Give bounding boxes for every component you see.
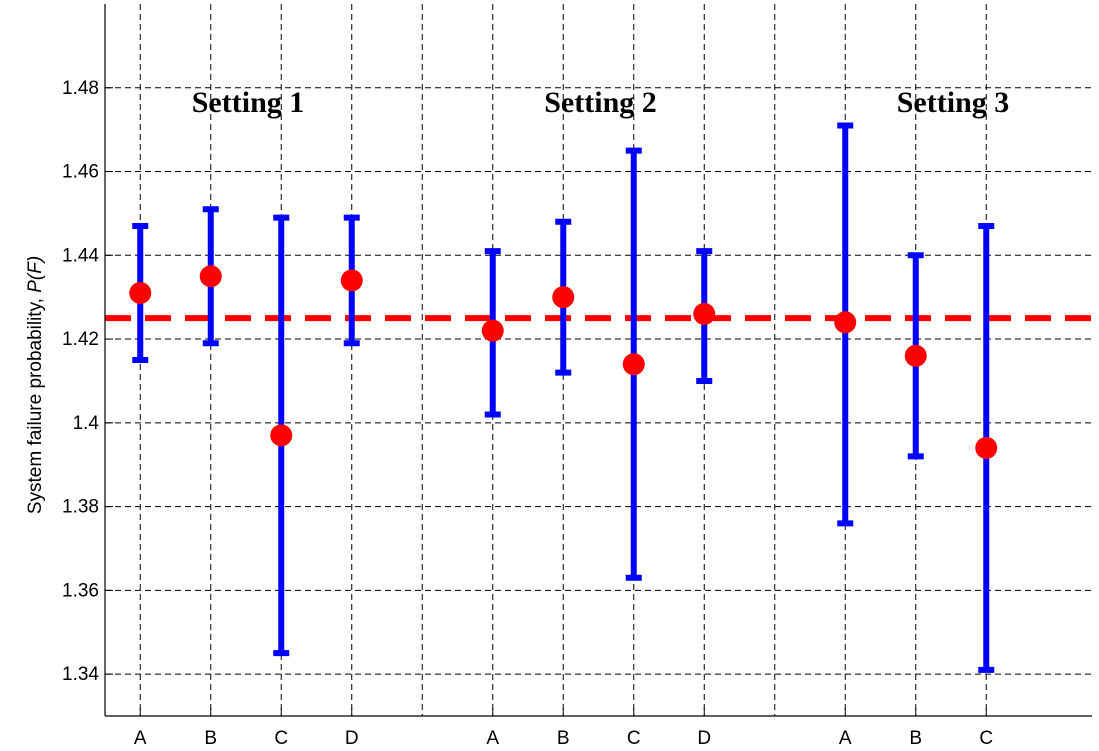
data-point (904, 344, 927, 367)
x-tick-label: B (204, 728, 217, 749)
x-tick-label: A (486, 728, 499, 749)
y-axis-label-variable: P(F) (25, 256, 46, 293)
axes (104, 4, 1092, 717)
data-point (340, 269, 363, 292)
x-tick-label: C (979, 728, 993, 749)
y-tick-label: 1.44 (62, 245, 99, 266)
x-tick-label: D (345, 728, 359, 749)
y-tick-label: 1.36 (62, 580, 99, 601)
x-tick-label: A (134, 728, 147, 749)
data-point (693, 302, 716, 325)
data-point (270, 424, 293, 447)
group-label: Setting 1 (192, 86, 305, 119)
data-point (975, 436, 998, 459)
y-axis-label-text: System failure probability, (25, 298, 46, 514)
x-tick-label: A (839, 728, 852, 749)
x-tick-label: B (557, 728, 570, 749)
data-point (552, 286, 575, 309)
group-label: Setting 2 (544, 86, 657, 119)
y-tick-label: 1.42 (62, 329, 99, 350)
data-point (622, 353, 645, 376)
x-tick-label: D (697, 728, 711, 749)
y-tick-label: 1.38 (62, 497, 99, 518)
group-label: Setting 3 (897, 86, 1010, 119)
x-tick-label: C (627, 728, 641, 749)
y-tick-label: 1.46 (62, 162, 99, 183)
y-tick-label: 1.4 (73, 413, 100, 434)
data-point (834, 311, 857, 334)
x-tick-label: C (274, 728, 288, 749)
data-point (199, 265, 222, 288)
data-point (129, 281, 152, 304)
x-tick-label: B (909, 728, 922, 749)
markers-layer (129, 265, 998, 459)
data-point (481, 319, 504, 342)
y-tick-label: 1.34 (62, 664, 99, 685)
y-tick-label: 1.48 (62, 78, 99, 99)
y-axis-label: System failure probability, P(F) (25, 256, 46, 514)
labels: System failure probability, P(F) 1.34 1.3… (25, 78, 1009, 749)
